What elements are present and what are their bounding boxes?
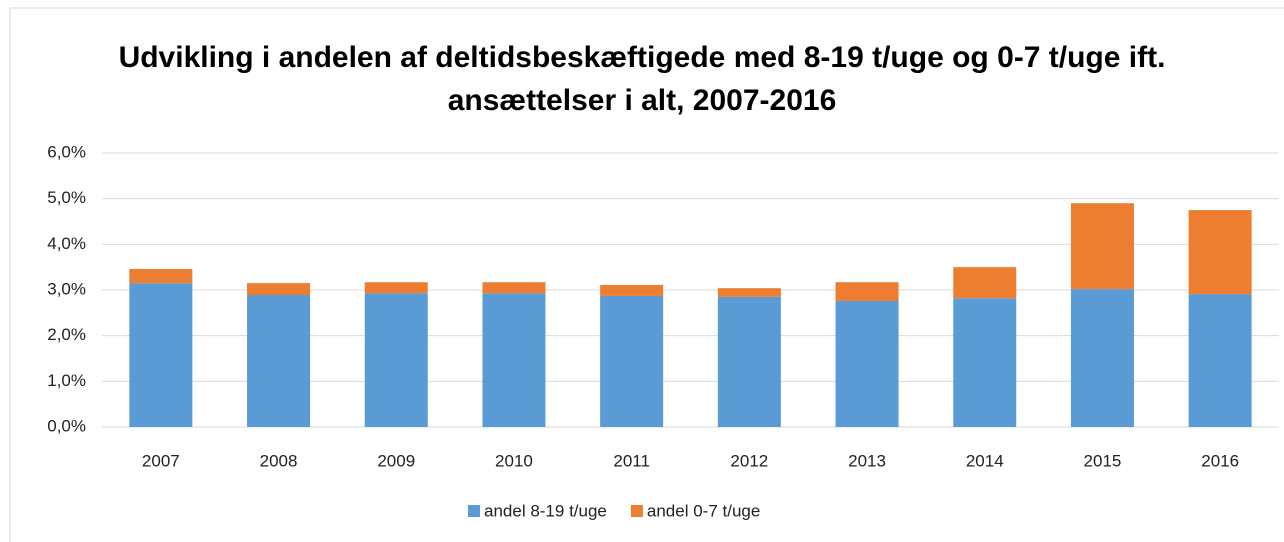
bar-segment bbox=[600, 295, 664, 427]
x-tick-label: 2008 bbox=[260, 451, 298, 470]
bar-segment bbox=[717, 288, 781, 297]
x-tick-label: 2007 bbox=[142, 451, 180, 470]
x-tick-label: 2015 bbox=[1084, 451, 1122, 470]
y-tick-label: 6,0% bbox=[47, 142, 86, 161]
bar-segment bbox=[953, 298, 1017, 427]
bar-segment bbox=[835, 300, 899, 427]
bar-segment bbox=[482, 282, 546, 294]
bar-segment bbox=[1070, 289, 1134, 427]
x-tick-label: 2011 bbox=[613, 451, 650, 470]
legend-label: andel 0-7 t/uge bbox=[647, 501, 760, 520]
y-tick-label: 2,0% bbox=[47, 325, 86, 344]
bar-segment bbox=[600, 284, 664, 296]
legend-label: andel 8-19 t/uge bbox=[484, 501, 607, 520]
y-tick-label: 1,0% bbox=[47, 371, 86, 390]
y-tick-label: 4,0% bbox=[47, 234, 86, 253]
bar-segment bbox=[129, 268, 193, 284]
x-tick-label: 2010 bbox=[495, 451, 533, 470]
bar-segment bbox=[247, 295, 311, 427]
bar-segment bbox=[835, 282, 899, 301]
x-tick-label: 2016 bbox=[1201, 451, 1239, 470]
bar-segment bbox=[1070, 203, 1134, 290]
bar-segment bbox=[482, 293, 546, 427]
y-tick-label: 3,0% bbox=[47, 279, 86, 298]
x-tick-label: 2009 bbox=[377, 451, 415, 470]
chart-title: Udvikling i andelen af deltidsbeskæftige… bbox=[118, 41, 1166, 117]
y-tick-label: 0,0% bbox=[47, 416, 86, 435]
x-tick-label: 2013 bbox=[848, 451, 886, 470]
y-tick-label: 5,0% bbox=[47, 188, 86, 207]
bar-segment bbox=[953, 267, 1017, 299]
bar-segment bbox=[1188, 294, 1252, 427]
bar-segment bbox=[247, 283, 311, 296]
x-tick-label: 2012 bbox=[730, 451, 768, 470]
legend-swatch bbox=[468, 505, 480, 517]
bar-segment bbox=[364, 293, 428, 427]
bar-segment bbox=[129, 283, 193, 427]
bar-segment bbox=[364, 282, 428, 294]
legend-swatch bbox=[630, 505, 643, 517]
bar-segment bbox=[1188, 210, 1252, 295]
bar-segment bbox=[717, 296, 781, 427]
x-tick-label: 2014 bbox=[966, 451, 1004, 470]
